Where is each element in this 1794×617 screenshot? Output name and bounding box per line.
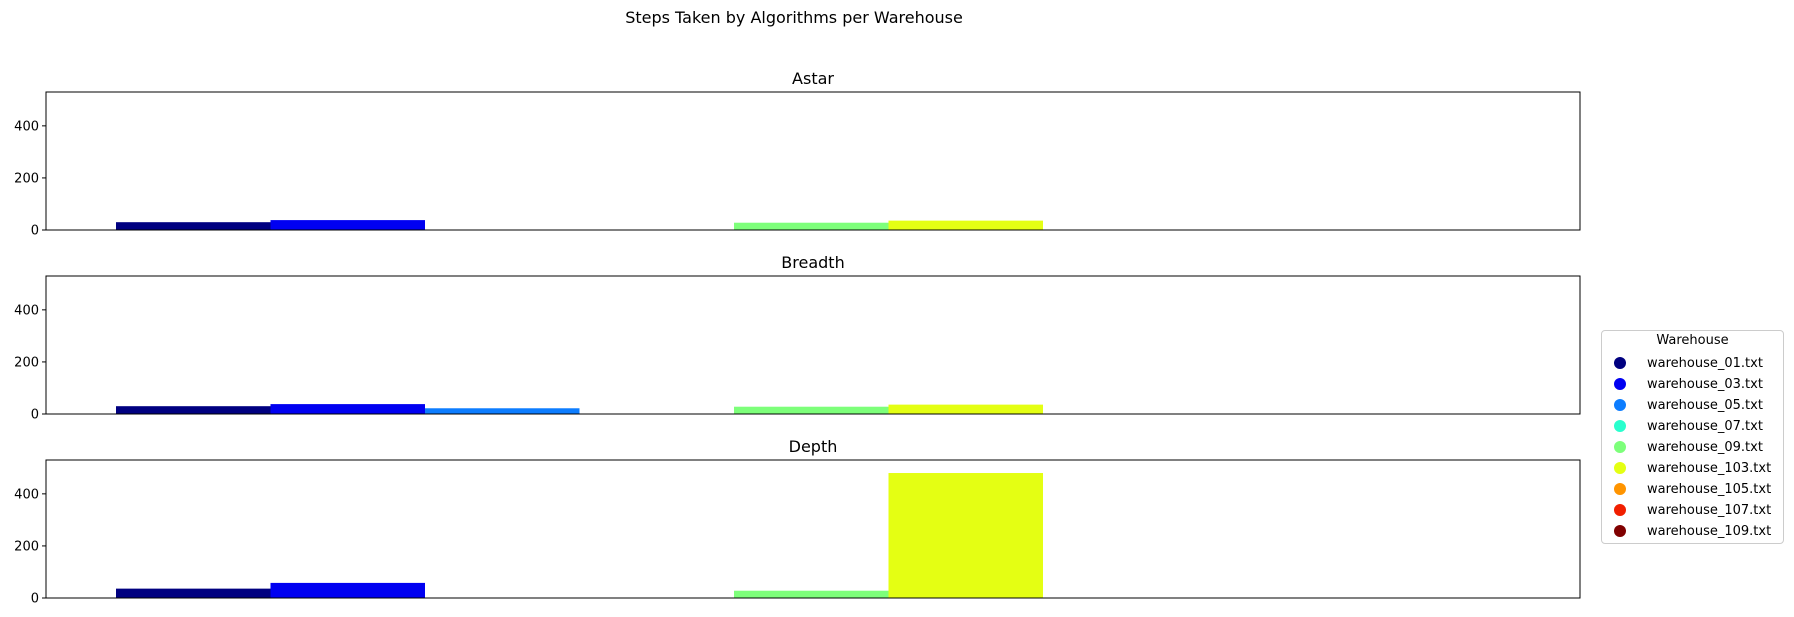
legend-marker xyxy=(1614,525,1626,537)
legend-label: warehouse_01.txt xyxy=(1647,355,1763,371)
legend-item: warehouse_109.txt xyxy=(1612,521,1771,541)
legend-item: warehouse_07.txt xyxy=(1612,416,1763,436)
y-tick-label: 400 xyxy=(14,119,39,134)
subplot-title: Depth xyxy=(789,437,838,456)
legend-marker xyxy=(1614,420,1626,432)
bar-warehouse-01 xyxy=(116,588,271,598)
bar-warehouse-09 xyxy=(734,590,889,598)
subplots: Astar 0 200 400 Breadth 0 200 400 Depth 0 200 400 xyxy=(14,69,1581,607)
y-tick-label: 200 xyxy=(14,539,39,554)
legend-label: warehouse_03.txt xyxy=(1647,376,1763,392)
legend-marker xyxy=(1614,399,1626,411)
subplot-astar: Astar 0 200 400 xyxy=(14,69,1581,239)
legend-item: warehouse_03.txt xyxy=(1612,374,1763,394)
y-tick-label: 400 xyxy=(14,487,39,502)
bar-warehouse-03 xyxy=(270,404,425,414)
bar-warehouse-103 xyxy=(888,473,1043,598)
legend-marker xyxy=(1614,483,1626,495)
legend-marker xyxy=(1614,441,1626,453)
y-tick-label: 400 xyxy=(14,303,39,318)
subplot-breadth: Breadth 0 200 400 xyxy=(14,253,1581,423)
bar-warehouse-103 xyxy=(888,220,1043,230)
legend-label: warehouse_07.txt xyxy=(1647,418,1763,434)
bar-warehouse-103 xyxy=(888,404,1043,414)
legend-item: warehouse_09.txt xyxy=(1612,437,1763,457)
bar-warehouse-03 xyxy=(270,582,425,598)
y-tick-label: 0 xyxy=(31,224,39,239)
y-tick-label: 200 xyxy=(14,355,39,370)
legend-label: warehouse_05.txt xyxy=(1647,397,1763,413)
legend-item: warehouse_01.txt xyxy=(1612,353,1763,373)
legend-label: warehouse_105.txt xyxy=(1647,481,1772,497)
legend-marker xyxy=(1614,504,1626,516)
legend-label: warehouse_109.txt xyxy=(1647,523,1772,539)
legend-marker xyxy=(1614,378,1626,390)
bar-warehouse-09 xyxy=(734,222,889,230)
legend: Warehouse warehouse_01.txt warehouse_03.t… xyxy=(1601,330,1784,544)
y-tick-label: 200 xyxy=(14,171,39,186)
subplot-title: Breadth xyxy=(781,253,844,272)
subplot-title: Astar xyxy=(792,69,834,88)
legend-item: warehouse_105.txt xyxy=(1612,479,1771,499)
legend-marker xyxy=(1614,357,1626,369)
bar-warehouse-09 xyxy=(734,406,889,414)
bar-warehouse-01 xyxy=(116,406,271,414)
bar-warehouse-01 xyxy=(116,222,271,230)
subplot-depth: Depth 0 200 400 xyxy=(14,437,1581,607)
legend-title: Warehouse xyxy=(1656,333,1729,348)
legend-item: warehouse_05.txt xyxy=(1612,395,1763,415)
legend-marker xyxy=(1614,462,1626,474)
axes-frame xyxy=(45,459,1581,599)
legend-item: warehouse_107.txt xyxy=(1612,500,1771,520)
chart-title: Steps Taken by Algorithms per Warehouse xyxy=(625,8,963,27)
y-tick-label: 0 xyxy=(31,592,39,607)
y-tick-label: 0 xyxy=(31,408,39,423)
axes-frame xyxy=(45,275,1581,415)
legend-label: warehouse_09.txt xyxy=(1647,439,1763,455)
legend-item: warehouse_103.txt xyxy=(1612,458,1771,478)
bar-warehouse-05 xyxy=(425,408,580,414)
legend-label: warehouse_107.txt xyxy=(1647,502,1772,518)
legend-label: warehouse_103.txt xyxy=(1647,460,1772,476)
axes-frame xyxy=(45,91,1581,231)
bar-warehouse-03 xyxy=(270,220,425,230)
